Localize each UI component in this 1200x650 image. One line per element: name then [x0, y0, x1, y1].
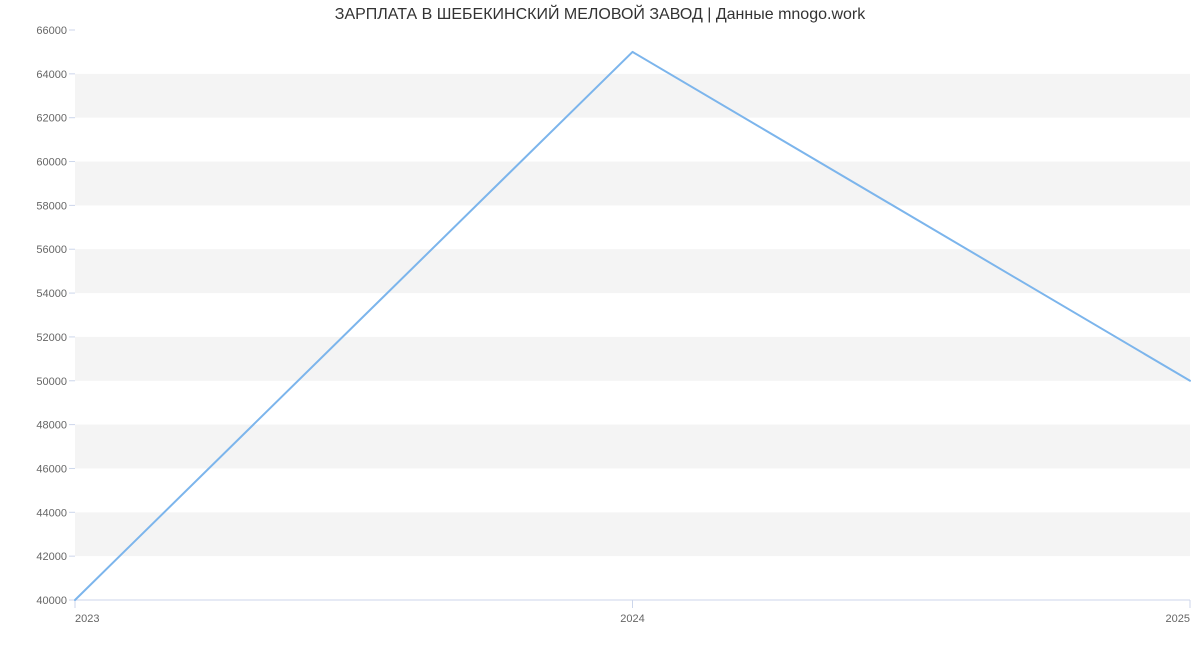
y-tick-label: 50000: [36, 376, 67, 388]
y-tick-label: 58000: [36, 200, 67, 212]
x-tick-label: 2025: [1166, 613, 1190, 625]
y-tick-label: 54000: [36, 288, 67, 300]
y-tick-label: 48000: [36, 420, 67, 432]
x-tick-label: 2024: [620, 613, 644, 625]
y-tick-label: 44000: [36, 507, 67, 519]
y-tick-label: 56000: [36, 244, 67, 256]
chart-canvas: 40000 42000 44000 46000 48000 50000 52000 54000…: [0, 0, 1200, 650]
y-tick-label: 40000: [36, 595, 67, 607]
x-tick-label: 2023: [75, 613, 99, 625]
y-tick-label: 42000: [36, 551, 67, 563]
y-tick-label: 60000: [36, 157, 67, 169]
y-tick-label: 46000: [36, 463, 67, 475]
y-tick-label: 64000: [36, 69, 67, 81]
y-tick-label: 52000: [36, 332, 67, 344]
y-tick-label: 66000: [36, 25, 67, 37]
y-tick-label: 62000: [36, 113, 67, 125]
salary-line-chart: ЗАРПЛАТА В ШЕБЕКИНСКИЙ МЕЛОВОЙ ЗАВОД | Д…: [0, 0, 1200, 650]
